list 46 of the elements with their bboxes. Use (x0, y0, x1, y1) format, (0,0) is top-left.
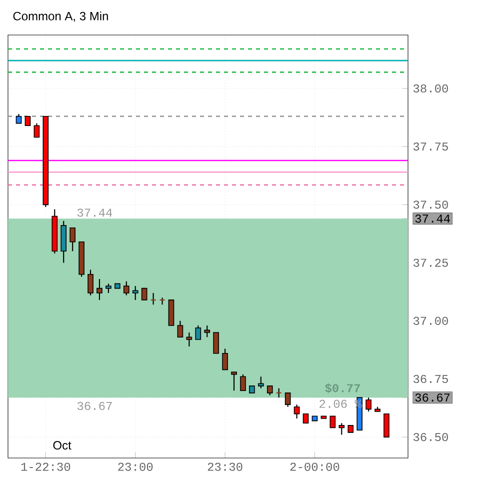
candlestick (231, 371, 237, 392)
candlestick (186, 332, 192, 347)
candlestick (88, 269, 94, 296)
candlestick (384, 413, 390, 438)
annotation: 37.44 (77, 208, 112, 217)
candlestick (159, 297, 166, 306)
candlestick (338, 422, 345, 436)
y-tick-label: 38.00 (413, 84, 448, 93)
candlestick (276, 388, 282, 398)
candlestick (204, 324, 210, 338)
candlestick (240, 374, 246, 392)
candlestick (266, 385, 273, 396)
candlestick (123, 280, 130, 296)
x-tick-label: 23:00 (118, 462, 153, 471)
y-tick-label: 37.50 (413, 200, 448, 209)
candlestick (150, 292, 156, 306)
annotation: $0.77 (325, 383, 360, 394)
candlestick (366, 397, 372, 412)
annotation: Oct (53, 441, 72, 450)
x-tick-label: 23:30 (208, 462, 242, 471)
x-tick-label: 1-22:30 (21, 462, 70, 471)
candlestick (24, 116, 31, 126)
candlestick (16, 113, 22, 124)
chart-title: Common A, 3 Min (13, 12, 108, 22)
candlestick (195, 324, 202, 340)
x-tick-label: 2-00:00 (290, 462, 340, 471)
annotation: 36.67 (77, 402, 112, 410)
y-tick-label: 36.50 (413, 433, 448, 442)
candlestick (96, 278, 102, 300)
candlestick (132, 285, 138, 300)
candlestick (222, 348, 228, 370)
candlestick (330, 416, 336, 428)
candlestick (302, 413, 309, 424)
candlestick (34, 122, 40, 138)
candlestick (70, 227, 76, 252)
candlestick (177, 320, 184, 338)
candlestick (141, 288, 148, 300)
candlestick (284, 392, 291, 408)
y-tick-label: 37.25 (413, 258, 448, 267)
y-tick-label: 36.75 (413, 374, 448, 384)
y-tick-label: 37.00 (413, 316, 448, 325)
candlestick (213, 332, 219, 354)
y-tick-label: 37.75 (413, 142, 448, 151)
candlestick (106, 283, 112, 294)
candlestick (294, 404, 300, 420)
candlestick (258, 376, 264, 389)
